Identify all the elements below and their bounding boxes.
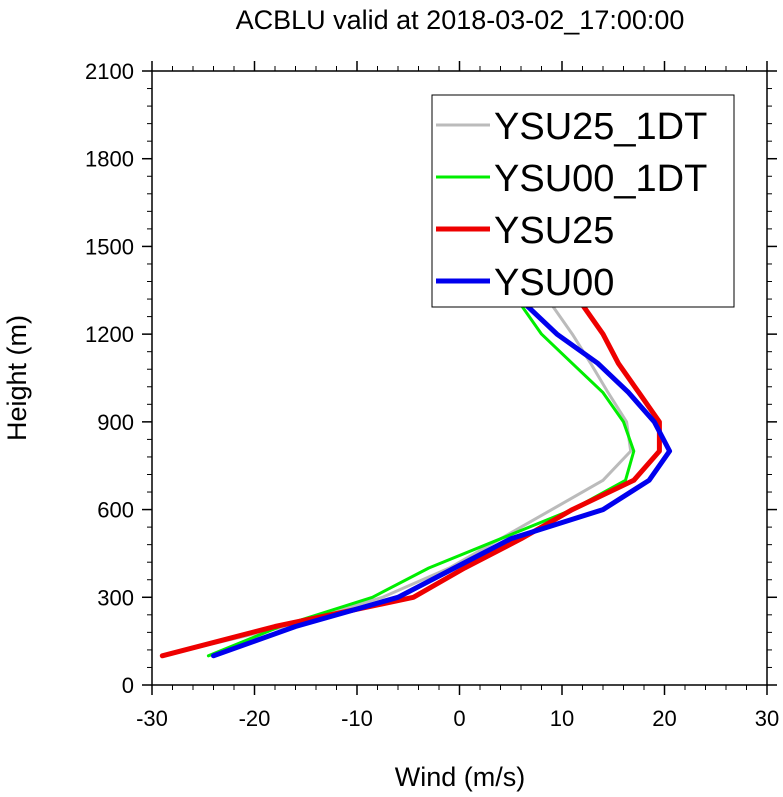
y-tick-label: 1800: [85, 147, 134, 172]
y-tick-labels: 0 300 600 900 1200 1500 1800 2100: [85, 59, 134, 698]
y-tick-label: 900: [97, 410, 134, 435]
y-tick-label: 2100: [85, 59, 134, 84]
y-tick-label: 300: [97, 585, 134, 610]
x-tick-label: -10: [341, 706, 373, 731]
y-tick-label: 600: [97, 498, 134, 523]
legend-label: YSU25_1DT: [494, 106, 707, 148]
x-tick-label: -30: [136, 706, 168, 731]
y-tick-label: 1500: [85, 234, 134, 259]
legend: YSU25_1DT YSU00_1DT YSU25 YSU00: [431, 94, 735, 308]
x-tick-label: 30: [755, 706, 779, 731]
legend-label: YSU00: [494, 262, 614, 304]
x-tick-label: 10: [550, 706, 574, 731]
legend-box: [431, 94, 735, 308]
x-tick-label: 0: [453, 706, 465, 731]
x-tick-label: 20: [652, 706, 676, 731]
x-axis-label: Wind (m/s): [395, 762, 526, 792]
y-axis-label: Height (m): [2, 315, 32, 441]
legend-label: YSU00_1DT: [494, 158, 707, 200]
y-tick-label: 1200: [85, 322, 134, 347]
legend-label: YSU25: [494, 210, 614, 252]
x-tick-label: -20: [239, 706, 271, 731]
chart-title: ACBLU valid at 2018-03-02_17:00:00: [236, 5, 685, 35]
y-tick-label: 0: [122, 673, 134, 698]
x-tick-labels: -30 -20 -10 0 10 20 30: [136, 706, 779, 731]
